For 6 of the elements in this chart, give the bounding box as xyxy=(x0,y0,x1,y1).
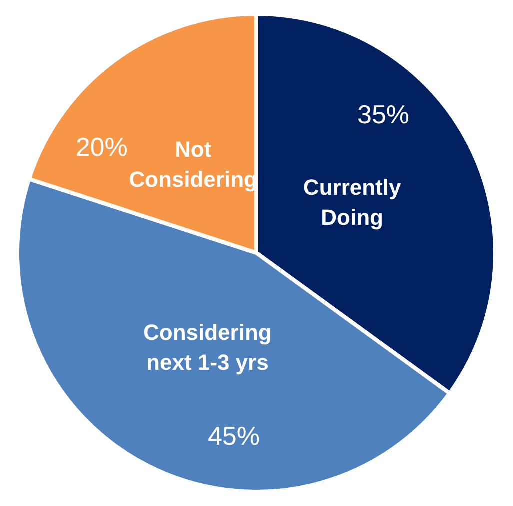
slice-label: Currently Doing xyxy=(303,175,402,230)
data-label: 20% xyxy=(76,132,128,162)
data-label: 45% xyxy=(208,421,260,452)
slice-label: Not Considering xyxy=(129,137,258,192)
data-label: 35% xyxy=(357,100,410,130)
slice-label: Considering next 1-3 yrs xyxy=(144,320,272,375)
